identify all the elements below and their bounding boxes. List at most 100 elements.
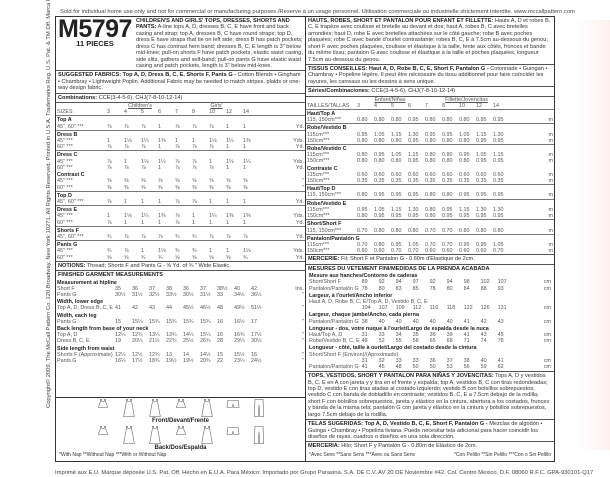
cell-value: 16 — [251, 351, 258, 358]
cell-value: 16¼ — [115, 358, 126, 365]
unit: cm — [543, 338, 551, 345]
unit: m — [548, 152, 554, 159]
cell-value: 0.95 — [459, 152, 470, 159]
garment-outline — [226, 400, 239, 408]
row-label: Short/Short F (Environ)/(Aproximado) — [309, 351, 399, 358]
cell-value: 83 — [395, 285, 402, 292]
cell-value: 1⅛ — [141, 158, 149, 165]
table-row: 150cm*** 0.35 0.35 0.35 0.35 0.35 0.35 0.35 0.35… — [306, 178, 554, 185]
table-row: Pants G 15 15¼ 15¾ 15¾ 15¾ 15¾ 16 16½ 17 " — [56, 319, 305, 325]
group-row: Shorts F — [56, 225, 305, 234]
cell-value: 15¼ — [132, 318, 143, 325]
cell-value: 0.70 — [408, 248, 419, 255]
pattern-logo: M5797 11 PIECES — [58, 17, 132, 69]
combinations-label-fr: Séries/Combinaciones: — [308, 88, 370, 95]
cell-value: ⅞ — [192, 164, 197, 171]
unit: m — [548, 171, 554, 178]
cell-value: 0.60 — [442, 171, 453, 178]
import-footer: Imprimé aux E.U. Marque déposée U.S. Pat… — [55, 470, 594, 476]
combinations-text: CCE(3-4-5-6), CHJ(7-8-10-12-14) — [97, 94, 183, 101]
cell-value: ⅞ — [141, 123, 146, 130]
usage-disclaimer: Sold for individual home use only and no… — [60, 9, 575, 15]
cell-value: 0.80 — [459, 227, 470, 234]
cell-value: 32½ — [149, 291, 160, 298]
cell-value: 0.80 — [374, 137, 385, 144]
cell-value: 42 — [132, 305, 139, 312]
cell-value: 59 — [480, 364, 487, 370]
group-row: Measurement at hipline — [56, 279, 305, 286]
cell-value: 0.95 — [391, 241, 402, 248]
garment-outline — [253, 426, 264, 444]
cell-value: 116 — [429, 305, 439, 312]
cell-value: 0.80 — [425, 117, 436, 124]
cell-value: 0.70 — [442, 241, 453, 248]
cell-value: 24½ — [251, 358, 262, 365]
cell-value: 15 — [217, 351, 224, 358]
copyright-side-text: Copyright© 2009, The McCall Pattern Co. … — [46, 0, 52, 408]
cell-value: ⅞ — [175, 144, 180, 151]
size-group-row: Children's Girls' — [56, 103, 305, 109]
cell-value: ⅜ — [192, 184, 197, 191]
description-text-es: Tops A, D y vestidos B, C, E en A con ja… — [308, 373, 550, 418]
table-row: 45" *** 1 1⅛ 1¼ 1⅜ 1 1 1⅛ 1¼ 1⅜ Yds. — [56, 138, 305, 144]
cell-value: 48 — [217, 305, 224, 312]
cell-value: 40 — [446, 318, 453, 325]
cell-value: 42 — [480, 318, 487, 325]
size-8: 8 — [192, 109, 195, 116]
cell-value: ⅞ — [209, 233, 214, 240]
cell-value: 0.80 — [459, 117, 470, 124]
table-row: Haut A, D, Robe B, C, E/Top A, D, Vestid… — [308, 299, 552, 305]
page-edge-shadow — [577, 20, 610, 450]
description-text: A-line tops A, D, dresses B, C, E have f… — [135, 24, 303, 69]
unit: Yds. — [293, 213, 304, 220]
cell-value: 92 — [429, 279, 436, 286]
group-name: Pantalon/Pantalón G — [306, 233, 554, 242]
cell-value: 0.95 — [493, 117, 504, 124]
dress-e-back-illustration — [200, 426, 213, 444]
table-row: Short/Short F 89 92 94 97 92 94 98 102 107 cm — [308, 279, 552, 285]
group-name: Width, lower edge — [57, 299, 104, 306]
row-label: 150cm*** — [307, 137, 330, 144]
notions-label-fr: MERCERIE: — [308, 256, 340, 263]
cell-value: 15¾ — [149, 318, 160, 325]
table-row: 31 32 33 33 36 37 38 40 41 cm — [308, 358, 552, 364]
size-5: 5 — [141, 109, 144, 116]
description-text-fr: Hauts A, D et robes B, C, E trapèze avec… — [308, 18, 551, 63]
cell-value: ¾ — [107, 248, 112, 255]
cell-value: ⅞ — [141, 233, 146, 240]
cell-value: 1.15 — [476, 131, 487, 138]
cell-value: ⅝ — [107, 178, 112, 185]
cell-value: ⅞ — [209, 123, 214, 130]
cell-value: 0.80 — [374, 117, 385, 124]
sizes-label: SIZES — [57, 109, 73, 116]
cell-value: 0.80 — [493, 227, 504, 234]
notions-label-es: MERCERIA: — [308, 443, 340, 450]
table-row: 115, 150cm*** 0.80 0.95 0.95 0.95 0.80 0.80 0.9… — [306, 192, 554, 199]
cell-value: ⅝ — [175, 254, 180, 261]
cell-value: 1¼ — [209, 213, 217, 220]
cell-value: 16¾ — [234, 332, 245, 339]
cell-value: 0.95 — [442, 213, 453, 220]
group-row: Pantalon/Pantalón G — [306, 233, 554, 242]
size-group-row: Enfant/Niñas Fillette/Jovencitas — [306, 97, 554, 103]
cell-value: 0.35 — [425, 178, 436, 185]
cell-value: 94 — [395, 279, 402, 286]
cell-value: 78 — [429, 285, 436, 292]
size-7: 7 — [175, 109, 178, 116]
cell-value: ⅜ — [107, 184, 112, 191]
table-row: 45", 60" *** ¾ ⅞ ⅞ ⅞ ¾ ¾ ⅞ ⅞ ⅞ Yd. — [56, 234, 305, 241]
cell-value: 0.60 — [476, 248, 487, 255]
cell-value: 78 — [497, 338, 504, 345]
pattern-header: M5797 11 PIECES CHILDREN'S AND GIRLS' TO… — [56, 17, 305, 72]
row-label: 150cm*** — [307, 213, 330, 220]
cell-value: 126 — [480, 305, 490, 312]
cell-value: 0.80 — [459, 137, 470, 144]
table-row: 115, 150cm*** 0.70 0.80 0.80 0.80 0.70 0.70 0.8… — [306, 228, 554, 235]
cell-value: 45½ — [183, 305, 194, 312]
cell-value: 0.60 — [374, 248, 385, 255]
row-label: Short/Short F — [309, 279, 342, 286]
notions-text: Thread; Shorts F and Pants G - ⅝ Yd. of … — [85, 262, 231, 269]
cell-value: ⅝ — [158, 178, 163, 185]
table-row: Pantalon/Pantalón G 38 40 40 40 40 40 41 42 43 cm — [308, 319, 552, 325]
cell-value: ¾ — [175, 248, 180, 255]
